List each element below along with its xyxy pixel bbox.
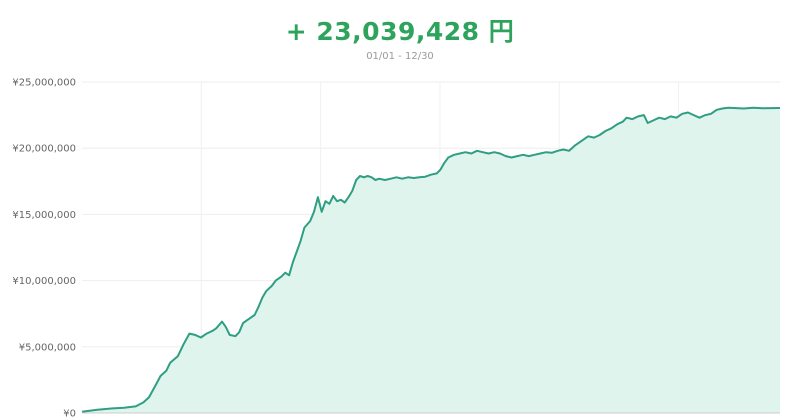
y-tick-label: ¥20,000,000 xyxy=(12,144,76,155)
y-tick-label: ¥25,000,000 xyxy=(12,78,76,89)
chart-area-layer xyxy=(81,106,781,414)
profit-area-fill xyxy=(82,107,780,414)
total-profit-value: + 23,039,428 円 xyxy=(285,17,515,46)
y-tick-label: ¥0 xyxy=(63,409,76,419)
y-tick-label: ¥15,000,000 xyxy=(12,210,76,221)
date-range-label: 01/01 - 12/30 xyxy=(366,51,434,62)
y-tick-label: ¥5,000,000 xyxy=(19,342,76,353)
y-tick-label: ¥10,000,000 xyxy=(12,276,76,287)
profit-series-line xyxy=(81,106,781,413)
y-axis: ¥0 ¥5,000,000 ¥10,000,000 ¥15,000,000 ¥20,00… xyxy=(12,78,780,419)
